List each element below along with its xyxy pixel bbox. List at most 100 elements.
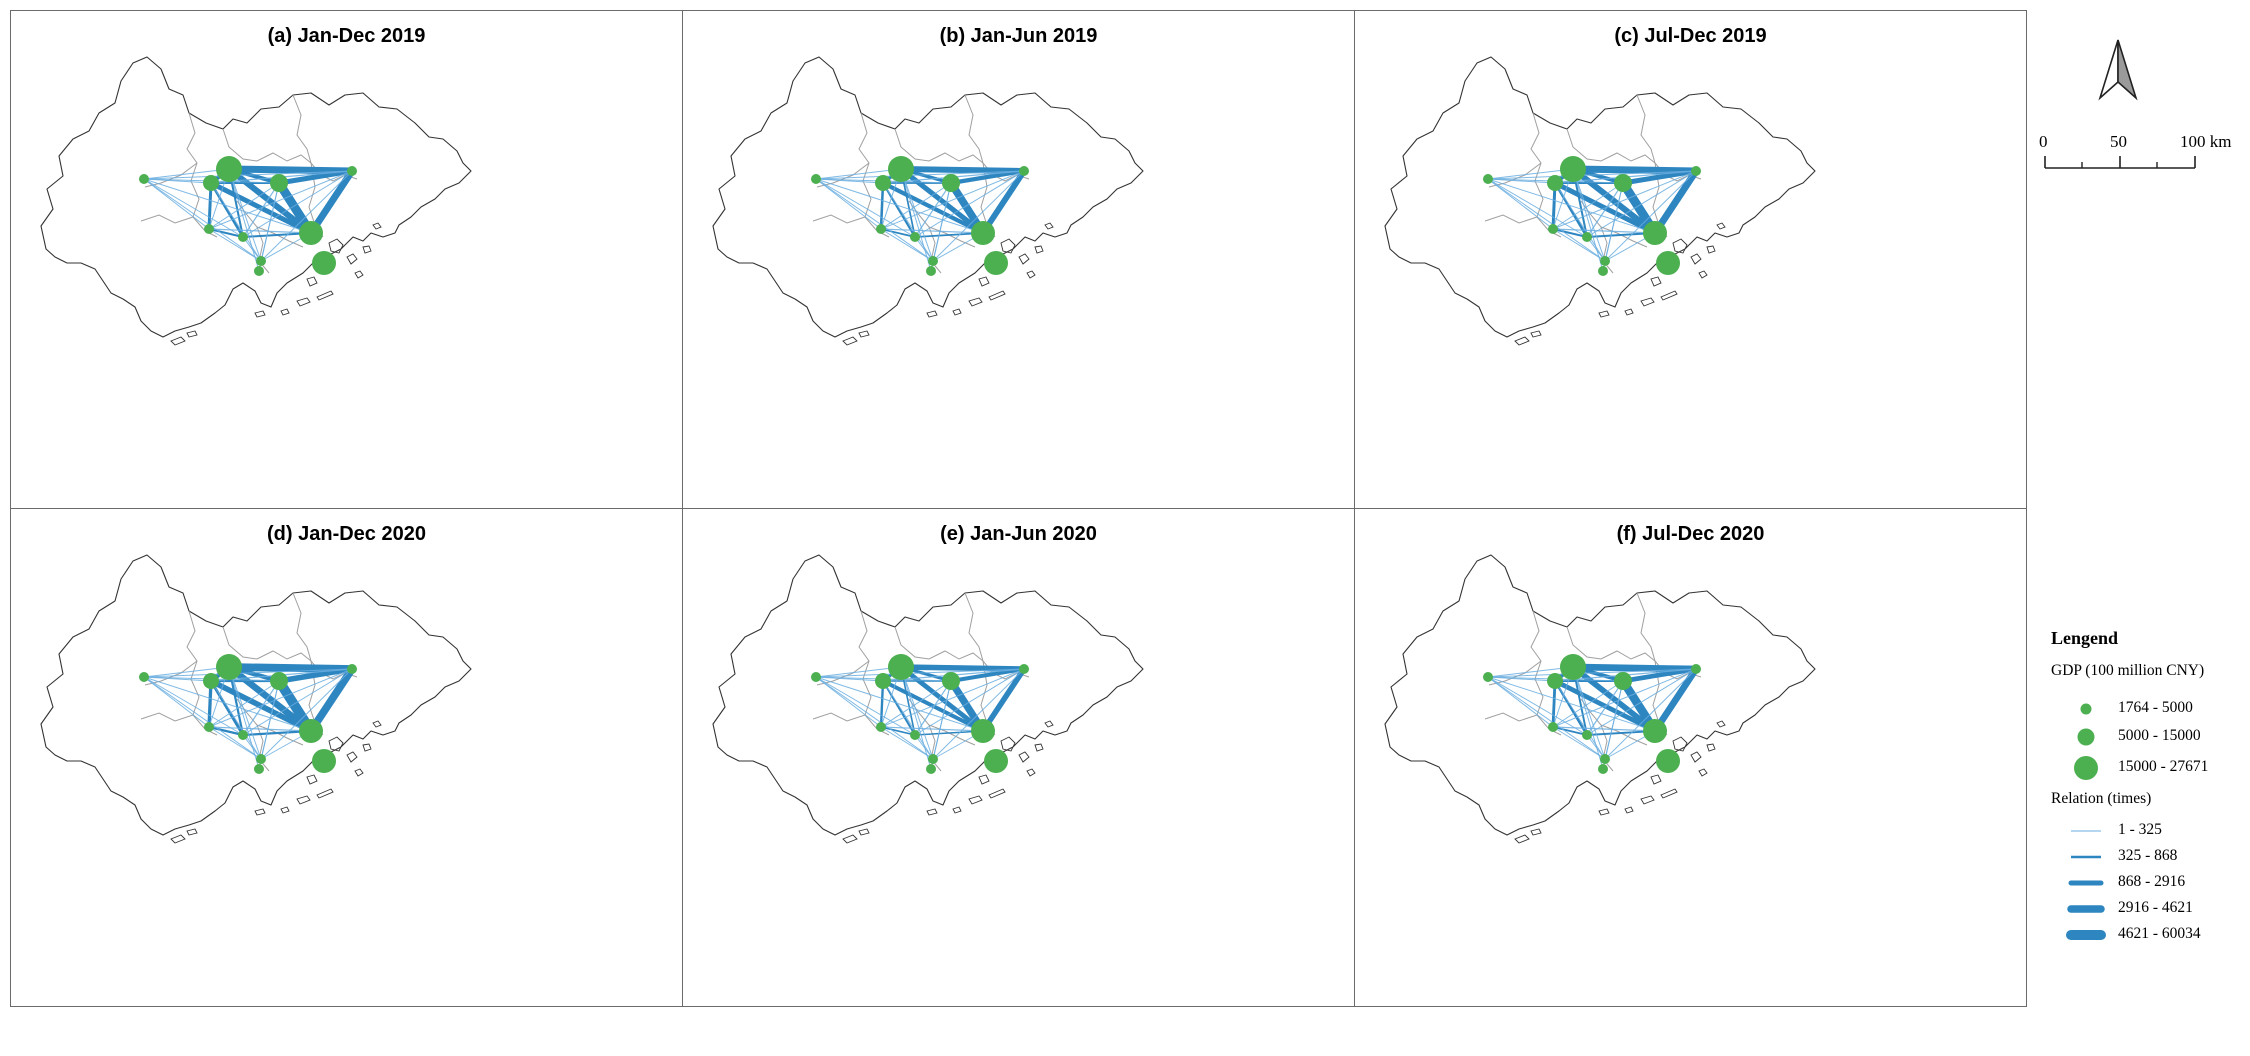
relation-edge	[914, 680, 952, 736]
island-outline	[1672, 238, 1688, 254]
city-node	[203, 673, 219, 689]
region-boundary	[712, 554, 1144, 836]
island-outline	[1706, 245, 1716, 254]
node-medium-icon	[2077, 728, 2095, 746]
island-outline	[296, 795, 311, 805]
region-boundary	[712, 56, 1144, 338]
relation-edge	[1572, 666, 1604, 770]
city-node	[256, 256, 266, 266]
relation-edge	[1552, 228, 1588, 238]
relation-edge	[143, 676, 312, 732]
relation-edge	[1570, 664, 1658, 734]
map-panel-d: (d) Jan-Dec 2020	[10, 508, 683, 1007]
region-boundary	[40, 56, 472, 338]
island-outline	[254, 310, 266, 318]
region-boundary	[40, 554, 472, 836]
legend-gdp-medium: 5000 - 15000	[2040, 724, 2250, 750]
relation-edge	[226, 166, 314, 236]
island-outline	[858, 828, 870, 836]
relation-edge	[143, 170, 353, 180]
relation-edge	[900, 666, 932, 770]
city-node	[811, 672, 821, 682]
map-panel-e: (e) Jan-Jun 2020	[682, 508, 1355, 1007]
island-outline	[978, 276, 990, 287]
map-panel-a: (a) Jan-Dec 2019	[10, 10, 683, 509]
relation-edge	[242, 182, 280, 238]
island-outline	[354, 768, 364, 777]
relation-edge	[980, 666, 1027, 734]
map-layer	[712, 56, 1144, 346]
island-outline	[306, 774, 318, 785]
scale-bar	[2044, 156, 2196, 169]
relation-edge	[1552, 726, 1588, 736]
island-outline	[1034, 245, 1044, 254]
district-boundary	[256, 724, 304, 746]
district-boundary	[858, 610, 890, 736]
district-boundary	[186, 112, 218, 238]
map-layer	[40, 56, 472, 346]
relation-edge	[900, 666, 934, 760]
district-boundary	[1488, 660, 1542, 686]
city-node	[942, 672, 960, 690]
relation-edge	[1487, 178, 1606, 262]
island-outline	[1034, 743, 1044, 752]
relation-edge	[1586, 182, 1624, 238]
city-node	[204, 224, 214, 234]
relation-edge	[208, 228, 262, 262]
district-boundary	[816, 660, 870, 686]
map-panel-c: (c) Jul-Dec 2019	[1354, 10, 2027, 509]
island-outline	[952, 806, 962, 814]
district-boundary	[1484, 712, 1538, 722]
city-network-map	[712, 56, 1144, 346]
city-node	[928, 256, 938, 266]
city-node	[312, 749, 336, 773]
region-boundary	[1384, 56, 1816, 338]
relation-edge	[949, 667, 1026, 683]
island-outline	[1000, 238, 1016, 254]
relation-edge	[208, 668, 353, 728]
district-boundary	[1484, 214, 1538, 224]
relation-edge	[880, 726, 916, 736]
relation-edge	[276, 666, 355, 684]
city-node	[888, 156, 914, 182]
island-outline	[1672, 736, 1688, 752]
city-node	[984, 749, 1008, 773]
scale-label-50: 50	[2110, 132, 2127, 151]
island-outline	[170, 834, 186, 844]
relation-edge	[880, 182, 952, 230]
relation-edge	[1620, 168, 1699, 186]
island-outline	[170, 336, 186, 346]
island-outline	[842, 336, 858, 346]
map-panel-b: (b) Jan-Jun 2019	[682, 10, 1355, 509]
district-boundary	[858, 112, 890, 238]
legend-title: Lengend	[2051, 628, 2119, 648]
city-node	[942, 174, 960, 192]
relation-edge	[208, 726, 312, 732]
relation-edge	[880, 228, 934, 262]
district-boundary	[1566, 128, 1656, 164]
city-node	[270, 174, 288, 192]
island-outline	[988, 290, 1006, 301]
island-outline	[1026, 768, 1036, 777]
city-node	[1600, 256, 1610, 266]
relation-edge	[208, 680, 280, 728]
relation-edge	[880, 228, 916, 238]
island-outline	[1514, 834, 1530, 844]
city-node	[888, 654, 914, 680]
region-boundary	[1384, 554, 1816, 836]
island-outline	[968, 795, 983, 805]
map-layer	[40, 554, 472, 844]
relation-edge	[880, 680, 952, 728]
map-layer	[712, 554, 1144, 844]
relation-edge	[208, 726, 262, 760]
legend-relation-1: 1 - 325	[2071, 821, 2162, 838]
relation-edge	[208, 228, 244, 238]
city-node	[1582, 232, 1592, 242]
relation-edge	[143, 178, 244, 238]
legend-gdp-large: 15000 - 27671	[2040, 754, 2250, 780]
district-boundary	[222, 626, 312, 662]
relation-edge	[228, 666, 260, 770]
city-node	[1598, 764, 1608, 774]
panel-title: (f) Jul-Dec 2020	[1616, 523, 1765, 545]
island-outline	[316, 788, 334, 799]
